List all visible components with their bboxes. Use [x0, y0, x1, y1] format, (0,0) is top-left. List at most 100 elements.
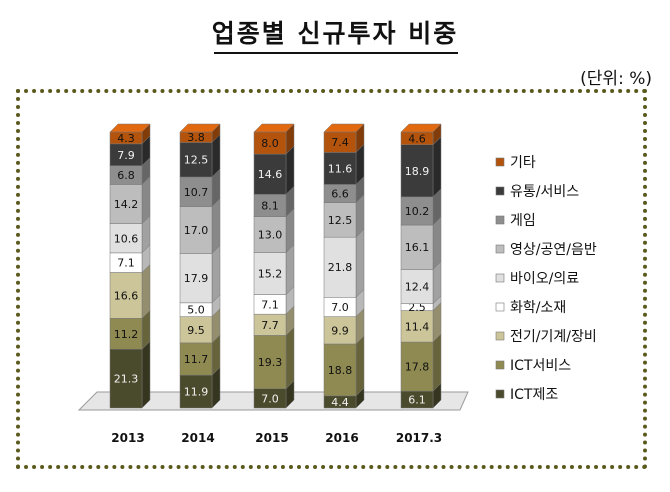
- legend-swatch: [495, 215, 505, 225]
- bar-value-label: 17.9: [184, 272, 209, 285]
- bar-side: [211, 244, 221, 304]
- legend-swatch: [495, 186, 505, 196]
- bar-segment: [179, 374, 213, 409]
- bar-value-label: 5.0: [187, 304, 205, 317]
- title-underline: [214, 52, 458, 54]
- bar-value-label: 12.4: [405, 281, 430, 294]
- bar-value-label: 7.9: [117, 149, 135, 162]
- bar-value-label: 7.0: [261, 392, 279, 405]
- bar-value-label: 16.1: [405, 241, 430, 254]
- bar-side: [285, 326, 295, 390]
- legend-label: ICT제조: [510, 387, 558, 403]
- bar-value-label: 18.8: [328, 364, 353, 377]
- bar-value-label: 9.5: [187, 324, 205, 337]
- bar-value-label: 4.6: [408, 132, 426, 145]
- legend-label: 전기/기계/장비: [510, 329, 597, 345]
- bar-value-label: 11.2: [114, 328, 139, 341]
- bar-value-label: 15.2: [258, 268, 283, 281]
- x-tick-label: 2017.3: [396, 431, 442, 445]
- legend-swatch: [495, 244, 505, 254]
- bar-value-label: 2.5: [408, 301, 426, 314]
- bar-value-label: 10.7: [184, 186, 209, 199]
- legend-swatch: [495, 273, 505, 283]
- bar-segment: [400, 341, 434, 392]
- bar-top: [179, 123, 221, 133]
- bar-value-label: 12.5: [328, 214, 353, 227]
- bar-segment: [109, 184, 143, 224]
- legend-label: 화학/소재: [510, 300, 566, 316]
- bar-side: [141, 340, 151, 409]
- bar-segment: [323, 316, 357, 345]
- bar-top: [323, 123, 365, 133]
- bar-segment: [109, 318, 143, 350]
- bar-top: [253, 123, 295, 133]
- bar-segment: [109, 348, 143, 409]
- bar-side: [432, 333, 442, 392]
- bar-value-label: 3.8: [187, 131, 205, 144]
- bar-segment: [253, 216, 287, 253]
- bar-value-label: 6.8: [117, 169, 135, 182]
- bar-side: [432, 216, 442, 271]
- bar-value-label: 10.6: [114, 232, 139, 245]
- bar-segment: [109, 272, 143, 319]
- bar-segment: [179, 316, 213, 344]
- x-tick-label: 2013: [111, 431, 144, 445]
- bar-side: [432, 136, 442, 198]
- bar-value-label: 18.9: [405, 165, 430, 178]
- bar-segment: [179, 142, 213, 178]
- bar-segment: [400, 224, 434, 270]
- x-tick-label: 2015: [255, 431, 288, 445]
- legend-label: 게임: [510, 213, 536, 229]
- bar-segment: [323, 343, 357, 397]
- bar-value-label: 14.2: [114, 198, 139, 211]
- bar-value-label: 7.1: [261, 298, 279, 311]
- bar-segment: [400, 310, 434, 343]
- legend-label: 기타: [510, 155, 536, 171]
- bar-value-label: 11.4: [405, 320, 430, 333]
- bar-value-label: 21.3: [114, 373, 139, 386]
- bar-value-label: 8.1: [261, 200, 279, 213]
- x-tick-label: 2014: [181, 431, 214, 445]
- bar-side: [285, 145, 295, 195]
- bar-value-label: 9.9: [331, 324, 349, 337]
- bar-segment: [179, 206, 213, 254]
- bar-value-label: 13.0: [258, 229, 283, 242]
- legend-swatch: [495, 360, 505, 370]
- bar-side: [355, 335, 365, 397]
- chart-title: 업종별 신규투자 비중: [211, 19, 459, 48]
- bar-top: [400, 123, 442, 133]
- bar-side: [211, 197, 221, 255]
- bar-side: [285, 244, 295, 296]
- bar-top: [109, 123, 151, 133]
- bar-segment: [323, 202, 357, 238]
- bar-segment: [253, 153, 287, 195]
- legend-label: ICT서비스: [510, 358, 571, 374]
- bar-value-label: 4.4: [331, 396, 349, 409]
- bar-value-label: 7.1: [117, 257, 135, 270]
- bar-segment: [323, 236, 357, 298]
- legend-swatch: [495, 302, 505, 312]
- bar-segment: [179, 342, 213, 376]
- legend-swatch: [495, 157, 505, 167]
- x-tick-label: 2016: [325, 431, 358, 445]
- bar-value-label: 7.4: [331, 136, 349, 149]
- bar-segment: [400, 144, 434, 198]
- bar-side: [355, 228, 365, 298]
- legend-label: 바이오/의료: [510, 271, 579, 287]
- bar-value-label: 12.5: [184, 154, 209, 167]
- bar-value-label: 7.7: [261, 319, 279, 332]
- bar-value-label: 8.0: [261, 137, 279, 150]
- bar-value-label: 19.3: [258, 356, 283, 369]
- bar-value-label: 21.8: [328, 261, 353, 274]
- bar-value-label: 17.8: [405, 361, 430, 374]
- bar-segment: [400, 196, 434, 226]
- legend-label: 유통/서비스: [510, 184, 579, 200]
- bar-value-label: 17.0: [184, 224, 209, 237]
- bar-value-label: 11.7: [184, 353, 209, 366]
- chart-frame: [16, 89, 647, 469]
- legend-swatch: [495, 389, 505, 399]
- bar-value-label: 11.9: [184, 386, 209, 399]
- bar-value-label: 16.6: [114, 289, 139, 302]
- bar-side: [141, 263, 151, 319]
